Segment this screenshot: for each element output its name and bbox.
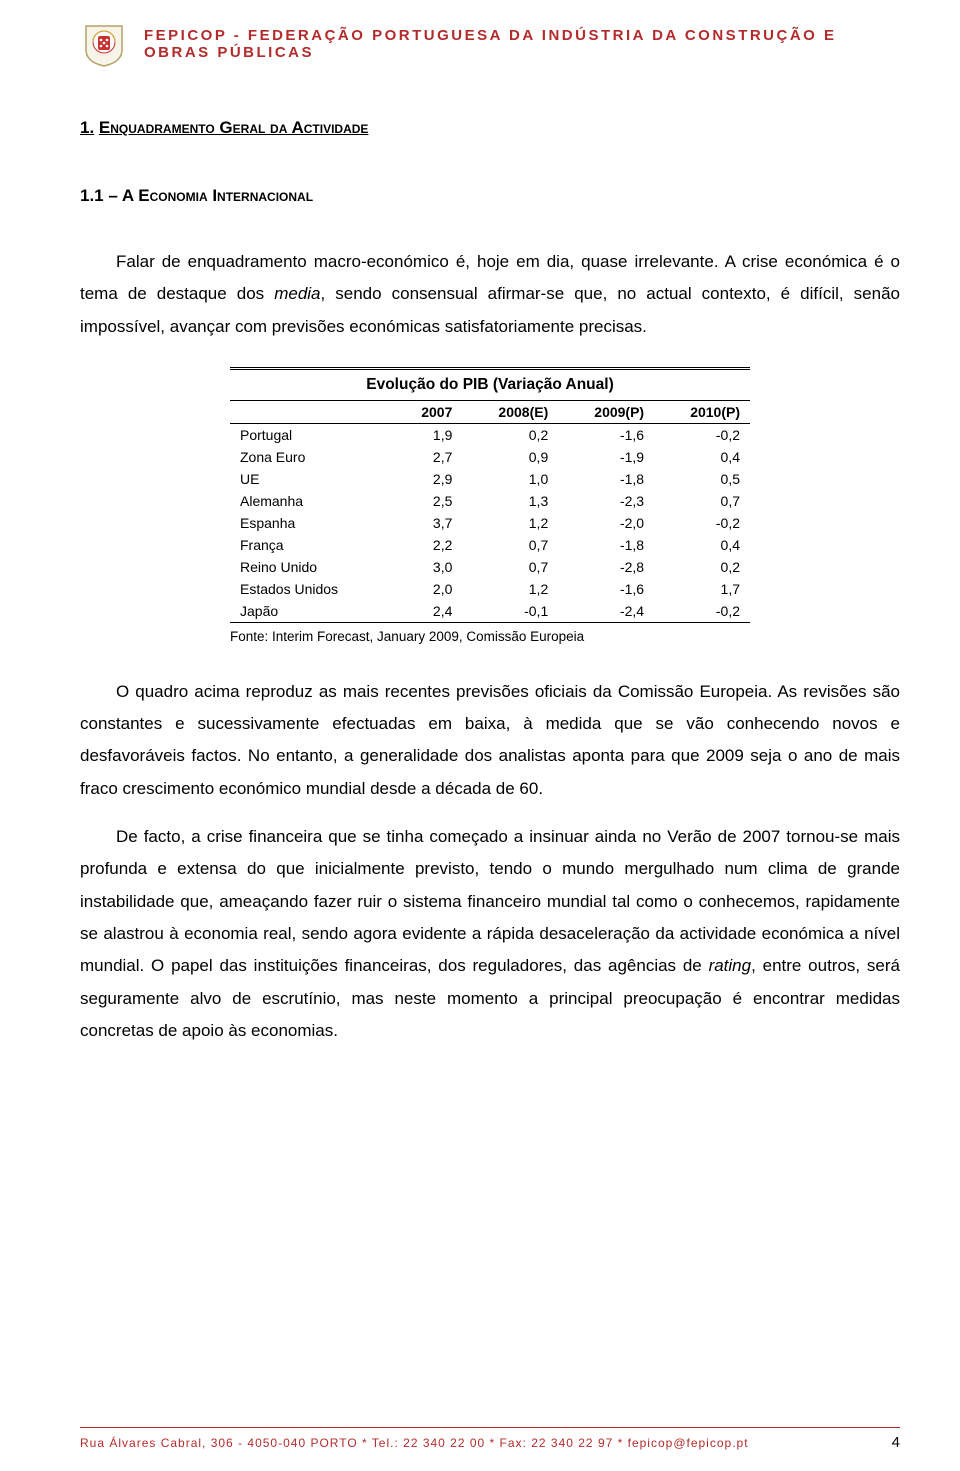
page-number: 4 [892, 1434, 900, 1451]
pib-table: Evolução do PIB (Variação Anual) 2007 20… [230, 367, 750, 623]
table-cell: 3,0 [392, 556, 462, 578]
page-header: FEPICOP - FEDERAÇÃO PORTUGUESA DA INDÚST… [80, 20, 900, 68]
table-cell: Estados Unidos [230, 578, 392, 600]
table-cell: 0,5 [654, 468, 750, 490]
table-cell: 1,9 [392, 423, 462, 446]
table-cell: Reino Unido [230, 556, 392, 578]
table-row: Reino Unido3,00,7-2,80,2 [230, 556, 750, 578]
table-row: França2,20,7-1,80,4 [230, 534, 750, 556]
table-cell: 1,7 [654, 578, 750, 600]
table-cell: Zona Euro [230, 446, 392, 468]
table-cell: -0,2 [654, 600, 750, 623]
paragraph-1: Falar de enquadramento macro-económico é… [80, 246, 900, 343]
table-cell: 0,7 [462, 534, 558, 556]
table-cell: -2,4 [558, 600, 654, 623]
subsection-title: 1.1 – A Economia Internacional [80, 186, 900, 206]
table-row: Estados Unidos2,01,2-1,61,7 [230, 578, 750, 600]
table-cell: 0,4 [654, 534, 750, 556]
table-cell: 0,7 [654, 490, 750, 512]
table-cell: -0,2 [654, 512, 750, 534]
col-header [230, 401, 392, 424]
table-row: Alemanha2,51,3-2,30,7 [230, 490, 750, 512]
header-org-name: FEPICOP - FEDERAÇÃO PORTUGUESA DA INDÚST… [144, 27, 900, 61]
table-cell: 1,2 [462, 578, 558, 600]
table-cell: Japão [230, 600, 392, 623]
table-cell: 2,2 [392, 534, 462, 556]
body-text: Falar de enquadramento macro-económico é… [80, 246, 900, 343]
table-cell: -1,8 [558, 468, 654, 490]
table-cell: 2,0 [392, 578, 462, 600]
table-cell: -0,2 [654, 423, 750, 446]
table-cell: UE [230, 468, 392, 490]
table-cell: 1,2 [462, 512, 558, 534]
col-header: 2007 [392, 401, 462, 424]
table-cell: Espanha [230, 512, 392, 534]
table-caption: Evolução do PIB (Variação Anual) [230, 367, 750, 401]
pib-table-wrap: Evolução do PIB (Variação Anual) 2007 20… [230, 367, 750, 623]
table-cell: Portugal [230, 423, 392, 446]
table-cell: 0,7 [462, 556, 558, 578]
table-cell: 0,2 [654, 556, 750, 578]
table-row: UE2,91,0-1,80,5 [230, 468, 750, 490]
paragraph-2: O quadro acima reproduz as mais recentes… [80, 676, 900, 805]
table-cell: Alemanha [230, 490, 392, 512]
section-heading: Enquadramento Geral da Actividade [99, 118, 369, 137]
table-row: Japão2,4-0,1-2,4-0,2 [230, 600, 750, 623]
table-cell: -1,6 [558, 423, 654, 446]
table-row: Espanha3,71,2-2,0-0,2 [230, 512, 750, 534]
table-cell: -2,8 [558, 556, 654, 578]
table-source: Fonte: Interim Forecast, January 2009, C… [230, 629, 750, 644]
table-cell: 2,4 [392, 600, 462, 623]
table-cell: 2,7 [392, 446, 462, 468]
table-cell: -2,3 [558, 490, 654, 512]
table-cell: 0,9 [462, 446, 558, 468]
col-header: 2008(E) [462, 401, 558, 424]
section-number: 1. [80, 118, 94, 137]
footer-address: Rua Álvares Cabral, 306 - 4050-040 PORTO… [80, 1436, 749, 1450]
col-header: 2010(P) [654, 401, 750, 424]
italic-rating: rating [709, 956, 752, 975]
document-page: FEPICOP - FEDERAÇÃO PORTUGUESA DA INDÚST… [0, 0, 960, 1471]
table-cell: 2,9 [392, 468, 462, 490]
page-footer: Rua Álvares Cabral, 306 - 4050-040 PORTO… [80, 1427, 900, 1451]
italic-media: media [274, 284, 320, 303]
table-cell: 0,4 [654, 446, 750, 468]
table-cell: 1,0 [462, 468, 558, 490]
body-text-2: O quadro acima reproduz as mais recentes… [80, 676, 900, 1047]
table-cell: 2,5 [392, 490, 462, 512]
table-cell: -0,1 [462, 600, 558, 623]
table-row: Portugal1,90,2-1,6-0,2 [230, 423, 750, 446]
table-cell: -2,0 [558, 512, 654, 534]
table-row: Zona Euro2,70,9-1,90,4 [230, 446, 750, 468]
fepicop-logo-icon [80, 20, 128, 68]
paragraph-3a: De facto, a crise financeira que se tinh… [80, 827, 900, 975]
table-header-row: 2007 2008(E) 2009(P) 2010(P) [230, 401, 750, 424]
table-cell: -1,8 [558, 534, 654, 556]
table-cell: -1,9 [558, 446, 654, 468]
col-header: 2009(P) [558, 401, 654, 424]
table-cell: -1,6 [558, 578, 654, 600]
section-title: 1. Enquadramento Geral da Actividade [80, 118, 900, 138]
table-cell: 1,3 [462, 490, 558, 512]
table-cell: 3,7 [392, 512, 462, 534]
paragraph-3: De facto, a crise financeira que se tinh… [80, 821, 900, 1047]
table-cell: França [230, 534, 392, 556]
table-cell: 0,2 [462, 423, 558, 446]
